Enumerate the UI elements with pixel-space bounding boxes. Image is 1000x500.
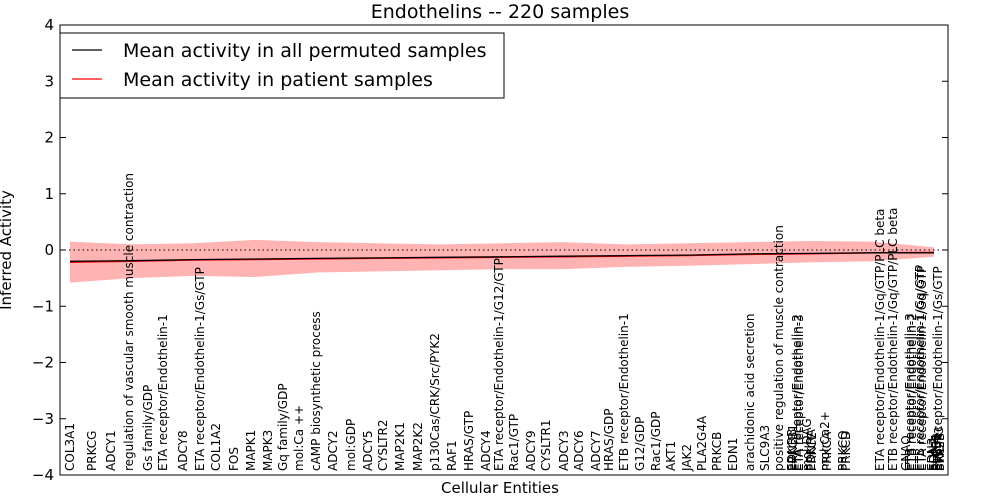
category-label: MAPK1 <box>244 430 258 471</box>
y-axis-title: Inferred Activity <box>0 190 15 310</box>
category-label: ETA receptor/Endothelin-1/G12/GTP <box>492 258 506 471</box>
category-label: EDN2 <box>927 438 941 471</box>
category-label: PRKCE <box>805 432 819 471</box>
category-label: PLA2G4A <box>695 415 709 471</box>
category-label: AKT1 <box>664 441 678 471</box>
category-label: HRAS/GTP <box>462 411 476 471</box>
category-label: PRKCD <box>839 431 853 471</box>
category-label: ETB receptor/Endothelin-1 <box>617 313 631 471</box>
y-tick-label: 1 <box>44 185 54 203</box>
category-label: PRKCG <box>85 431 99 471</box>
y-tick-label: 2 <box>44 129 54 147</box>
category-label: RAF1 <box>445 440 459 471</box>
category-label: regulation of vascular smooth muscle con… <box>122 173 136 471</box>
category-label: Gq family/GDP <box>276 383 290 471</box>
category-label: ADCY5 <box>361 430 375 471</box>
category-label: Rac1/GTP <box>507 414 521 471</box>
category-label: PRKCA <box>820 431 834 471</box>
category-label: arachidonic acid secretion <box>743 314 757 471</box>
category-label: PLCB1 <box>929 433 943 471</box>
category-label: MAP2K1 <box>393 422 407 471</box>
category-label: ETA receptor/Endothelin-1 <box>156 314 170 471</box>
category-label: JAK2 <box>680 444 694 472</box>
category-label: ETB receptor/Endothelin-1/Gq/GTP/PLC bet… <box>886 208 900 471</box>
category-label: ADCY2 <box>326 430 340 471</box>
category-label: ETB receptor/Endothelin-1/Gq/GTP <box>913 265 927 471</box>
category-label: cAMP biosynthetic process <box>309 311 323 471</box>
chart-title: Endothelins -- 220 samples <box>371 1 630 23</box>
category-label: ETA receptor/Endothelin-1/Gs/GTP <box>193 267 207 471</box>
category-label: EDNRB <box>785 429 799 471</box>
category-label: PRKCQ <box>836 430 850 471</box>
category-label: ETB receptor/Endothelin-3 <box>903 313 917 471</box>
y-tick-label: −2 <box>32 354 54 372</box>
y-tick-label: −1 <box>32 297 54 315</box>
category-label: ETA receptor/Endothelin-1/Gq/GTP/PLC bet… <box>873 209 887 471</box>
category-label: COL3A1 <box>63 423 77 471</box>
category-label: ADCY3 <box>557 430 571 471</box>
category-label: G12/GDP <box>633 417 647 471</box>
category-label: mol:Ca ++ <box>292 405 306 471</box>
category-label: FOS <box>227 447 241 471</box>
category-label: ADCY7 <box>589 430 603 471</box>
category-label: CYSLTR2 <box>376 420 390 471</box>
category-label: PLCB2 <box>930 433 944 471</box>
y-tick-label: 0 <box>44 241 54 259</box>
category-label: Rac1/GDP <box>649 412 663 471</box>
category-label: SLC9A3 <box>758 425 772 471</box>
category-label: ETB receptor/Endothelin-2 <box>905 313 919 471</box>
category-label: ETA receptor/Endothelin-3 <box>792 314 806 471</box>
y-tick-label: −3 <box>32 410 54 428</box>
category-label: ADCY4 <box>479 430 493 471</box>
category-label: ETB receptor/Endothelin-1/Gs/GTP <box>931 266 945 471</box>
plot-area: 4 3 2 1 0 −1 −2 −3 −4 COL3A1 PRKCG ADCY1 regulation … <box>32 16 949 484</box>
legend-box <box>59 32 505 99</box>
y-tick-label: −4 <box>32 466 54 484</box>
category-label: EDN1 <box>726 438 740 471</box>
category-label: mol:IP3 <box>932 426 946 471</box>
category-label: MAPK3 <box>261 430 275 471</box>
category-label: CYSLTR1 <box>539 420 553 471</box>
legend-label-permuted: Mean activity in all permuted samples <box>123 40 486 62</box>
y-tick-label: 4 <box>44 16 54 34</box>
category-label: EDN3 <box>925 438 939 471</box>
category-label: positive regulation of muscle contractio… <box>772 225 786 471</box>
category-label: ETA receptor/Endothelin-2 <box>790 314 804 471</box>
category-label: MAP2K2 <box>411 422 425 471</box>
category-label: ADCY8 <box>176 430 190 471</box>
x-axis-title: Cellular Entities <box>441 479 559 497</box>
category-label: PRKCB <box>710 432 724 471</box>
category-label: ETA receptor/Endothelin-1/Gq/GTP <box>915 266 929 471</box>
category-label: mol:DAG <box>800 418 814 471</box>
category-label: SRC <box>933 447 947 471</box>
y-tick-label: 3 <box>44 72 54 90</box>
patient-activity-band <box>70 239 934 283</box>
category-label: GNAQ <box>899 435 913 471</box>
category-label: ADCY6 <box>572 430 586 471</box>
category-label: COL1A2 <box>209 423 223 471</box>
category-label: EDNRA <box>804 428 818 471</box>
category-label: mol:Ca2+ <box>818 411 832 471</box>
permuted-mean-line <box>69 252 934 262</box>
category-label: PRKCB1 <box>786 424 800 471</box>
category-label: HRAS/GDP <box>602 408 616 471</box>
category-label: PTK2B <box>933 433 947 471</box>
legend-label-patient: Mean activity in patient samples <box>123 69 433 91</box>
category-label: mol:GDP <box>344 419 358 471</box>
category-label: p130Cas/CRK/Src/PYK2 <box>428 333 442 471</box>
legend: Mean activity in all permuted samples Me… <box>59 32 505 99</box>
category-label: ADCY9 <box>524 430 538 471</box>
category-label: ADCY1 <box>104 430 118 471</box>
category-label: Gs family/GDP <box>141 385 155 471</box>
